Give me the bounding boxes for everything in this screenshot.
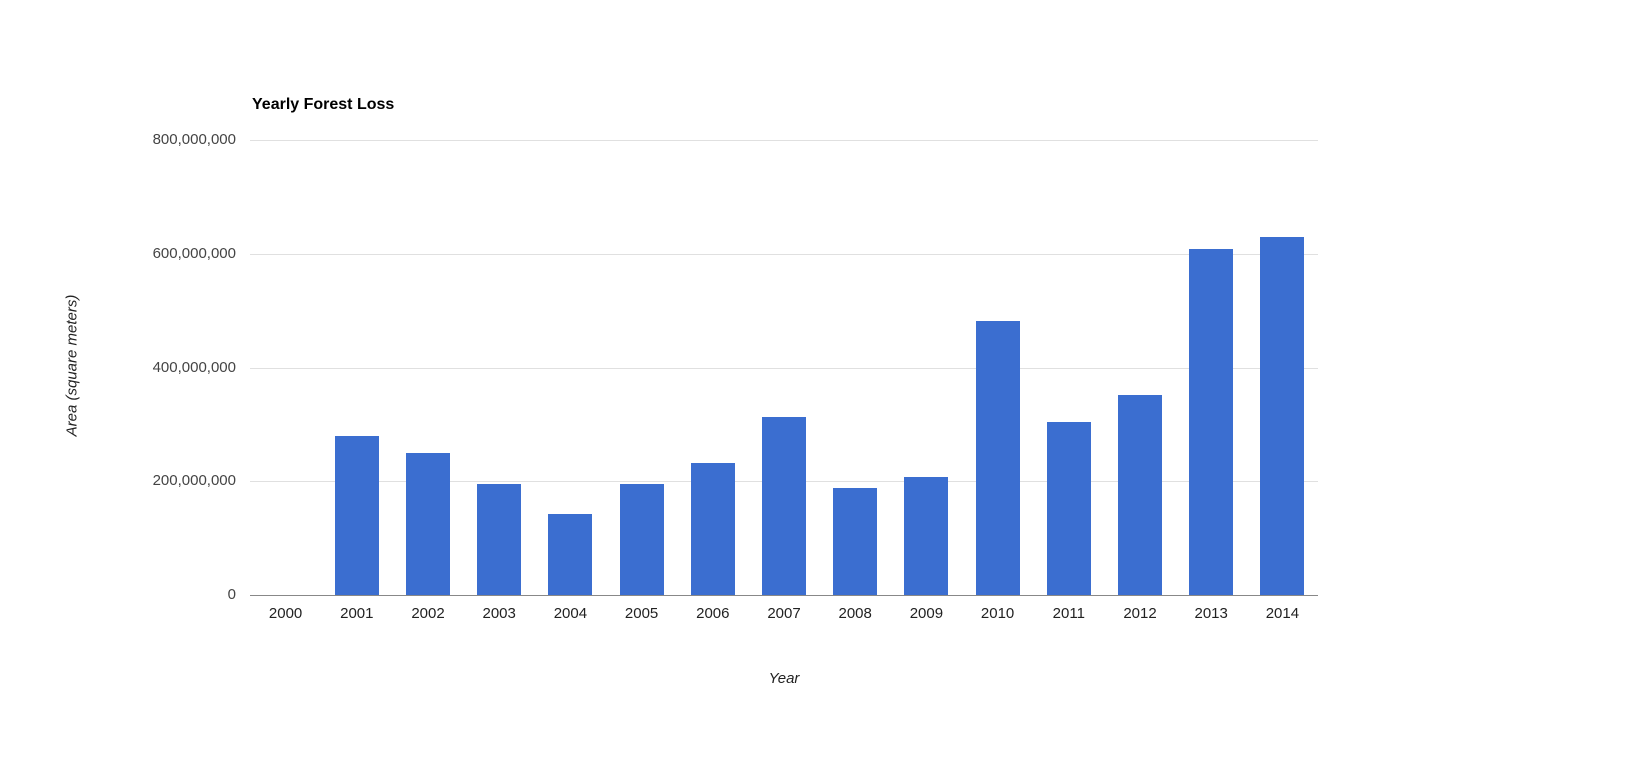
x-tick-label-2005: 2005	[624, 605, 659, 622]
y-tick-label: 800,000,000	[152, 131, 236, 148]
chart-title: Yearly Forest Loss	[252, 96, 395, 113]
gridline	[250, 253, 1318, 255]
gridline	[250, 367, 1318, 369]
x-tick-label-2002: 2002	[411, 605, 445, 622]
x-tick-label-2009: 2009	[909, 605, 944, 622]
x-tick-label-2010: 2010	[980, 605, 1015, 622]
bar-2006[interactable]	[690, 463, 735, 595]
x-tick-label-2006: 2006	[696, 605, 730, 622]
x-tick-label-2008: 2008	[838, 605, 872, 622]
bar-2010[interactable]	[975, 320, 1020, 595]
bar-2004[interactable]	[548, 514, 593, 595]
y-tick-label: 0	[227, 586, 236, 603]
y-tick-label: 200,000,000	[152, 472, 236, 490]
bar-2002[interactable]	[406, 452, 450, 595]
bar-2007[interactable]	[762, 416, 806, 595]
x-tick-label-2001: 2001	[340, 605, 374, 622]
x-tick-label-2014: 2014	[1265, 605, 1300, 622]
x-tick-label-2003: 2003	[482, 605, 516, 622]
x-tick-label-2004: 2004	[553, 605, 588, 622]
x-tick-label-2011: 2011	[1052, 605, 1085, 622]
bar-2012[interactable]	[1118, 395, 1162, 595]
x-tick-label-2007: 2007	[767, 605, 801, 622]
y-tick-label: 400,000,000	[152, 358, 236, 376]
x-tick-label-2013: 2013	[1194, 605, 1228, 622]
y-tick-label: 600,000,000	[152, 244, 236, 262]
gridline	[250, 140, 1318, 141]
x-axis-title: Year	[768, 670, 800, 687]
plot-area	[250, 140, 1318, 596]
bar-2009[interactable]	[904, 477, 949, 595]
bar-2008[interactable]	[833, 488, 878, 595]
x-tick-label-2000: 2000	[268, 605, 303, 622]
bar-2001[interactable]	[334, 435, 379, 595]
x-axis-baseline	[250, 595, 1318, 596]
bar-2013[interactable]	[1189, 249, 1234, 595]
bar-2003[interactable]	[477, 484, 522, 595]
bar-2011[interactable]	[1046, 421, 1091, 595]
x-tick-label-2012: 2012	[1123, 605, 1157, 622]
bar-2014[interactable]	[1260, 236, 1305, 595]
bar-2005[interactable]	[619, 484, 664, 595]
